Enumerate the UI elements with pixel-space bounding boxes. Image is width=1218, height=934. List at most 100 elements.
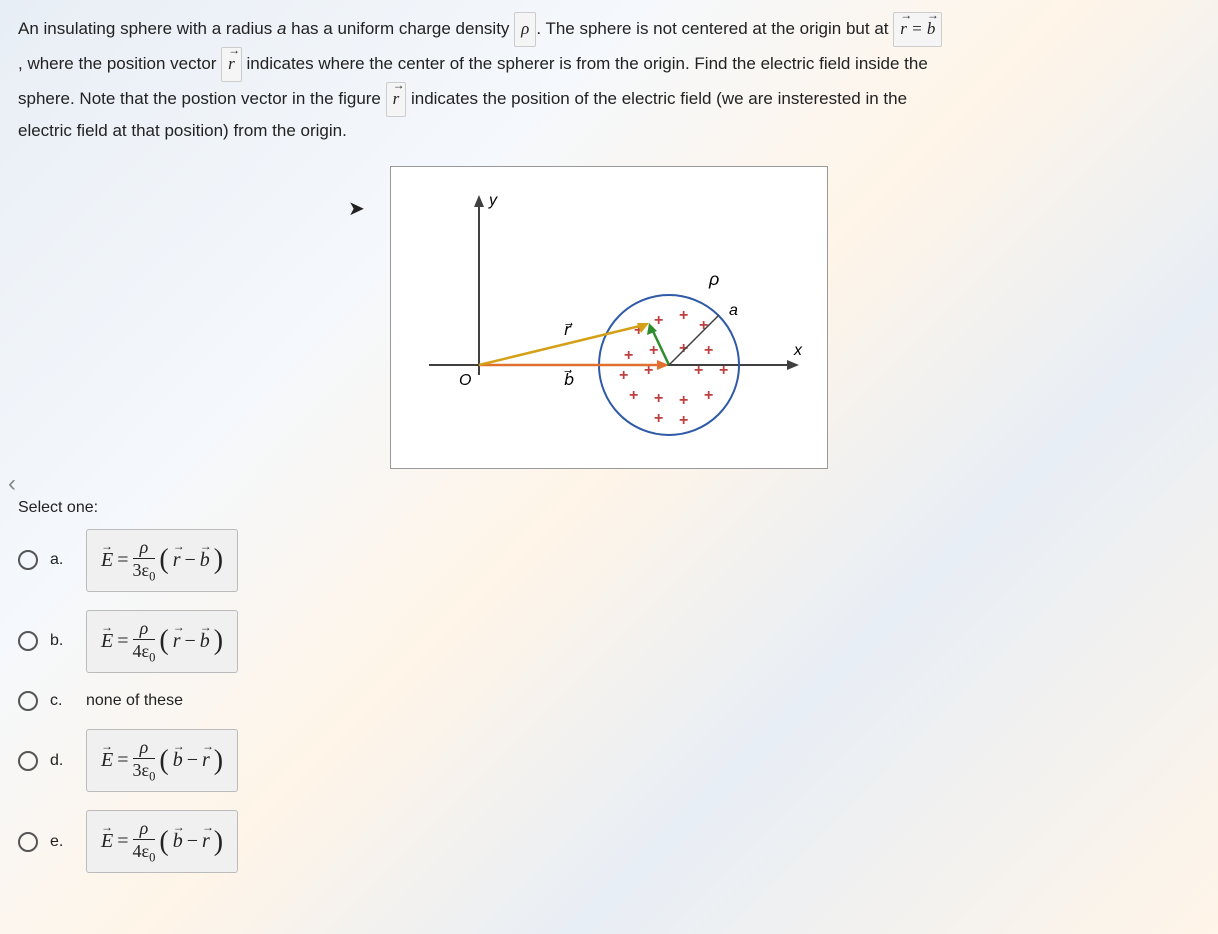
minus: −: [184, 549, 195, 572]
option-d[interactable]: d. E = ρ 3ε0 ( b − r ): [18, 729, 1200, 792]
radius-symbol: a: [277, 19, 286, 38]
charge-plusses: ++++ ++++ ++++ ++++ ++: [619, 307, 728, 429]
svg-text:+: +: [624, 347, 633, 364]
rho-box: ρ: [514, 12, 536, 47]
den: 4ε: [133, 841, 150, 861]
radio-b[interactable]: [18, 631, 38, 651]
page-content: An insulating sphere with a radius a has…: [0, 0, 1218, 903]
v1: r: [173, 549, 181, 572]
den: 4ε: [133, 641, 150, 661]
a-label: a: [729, 302, 738, 319]
option-e-label: e.: [50, 833, 74, 851]
figure: y x O ++++ ++++ ++++ ++++ ++ b⃗: [390, 166, 828, 469]
sub: 0: [149, 770, 155, 784]
rho: ρ: [140, 537, 149, 557]
y-arrow: [474, 195, 484, 207]
figure-svg: y x O ++++ ++++ ++++ ++++ ++ b⃗: [399, 175, 819, 455]
v1: b: [173, 830, 183, 853]
E-vec: E: [101, 830, 113, 853]
rho-label: ρ: [708, 269, 719, 289]
lparen: (: [159, 826, 168, 858]
sub: 0: [149, 851, 155, 865]
fraction: ρ 4ε0: [133, 819, 156, 864]
text: indicates the position of the electric f…: [406, 89, 907, 108]
radio-c[interactable]: [18, 691, 38, 711]
svg-text:+: +: [654, 390, 663, 407]
option-e[interactable]: e. E = ρ 4ε0 ( b − r ): [18, 810, 1200, 873]
rho: ρ: [140, 737, 149, 757]
options-section: Select one: a. E = ρ 3ε0 ( r − b ) b.: [18, 499, 1200, 874]
r-box: r: [221, 47, 242, 82]
option-d-equation: E = ρ 3ε0 ( b − r ): [86, 729, 238, 792]
rparen: ): [214, 745, 223, 777]
option-a-label: a.: [50, 551, 74, 569]
v2: b: [200, 549, 210, 572]
option-c-label: c.: [50, 692, 74, 710]
lparen: (: [159, 745, 168, 777]
svg-text:+: +: [679, 392, 688, 409]
svg-text:+: +: [629, 387, 638, 404]
svg-text:+: +: [694, 362, 703, 379]
svg-text:+: +: [679, 412, 688, 429]
fraction: ρ 4ε0: [133, 619, 156, 664]
problem-statement: An insulating sphere with a radius a has…: [18, 12, 1200, 146]
rho: ρ: [140, 818, 149, 838]
den: 3ε: [133, 560, 150, 580]
r-vec: r: [393, 85, 400, 114]
option-e-equation: E = ρ 4ε0 ( b − r ): [86, 810, 238, 873]
svg-text:+: +: [719, 362, 728, 379]
lparen: (: [159, 625, 168, 657]
radio-e[interactable]: [18, 832, 38, 852]
rparen: ): [214, 544, 223, 576]
r-box-2: r: [386, 82, 407, 117]
svg-text:+: +: [654, 312, 663, 329]
r-vec: r: [900, 15, 907, 44]
eq: =: [117, 830, 128, 853]
svg-text:+: +: [654, 410, 663, 427]
text: . The sphere is not centered at the orig…: [536, 19, 893, 38]
rho: ρ: [140, 618, 149, 638]
svg-text:+: +: [704, 387, 713, 404]
eq: =: [117, 549, 128, 572]
r-eq-b-box: r = b: [893, 12, 942, 47]
option-c-text: none of these: [86, 692, 183, 710]
option-b[interactable]: b. E = ρ 4ε0 ( r − b ): [18, 610, 1200, 673]
v2: r: [202, 830, 210, 853]
radio-a[interactable]: [18, 550, 38, 570]
b-vec: b: [927, 15, 936, 44]
option-b-equation: E = ρ 4ε0 ( r − b ): [86, 610, 238, 673]
E-vec: E: [101, 549, 113, 572]
option-b-label: b.: [50, 632, 74, 650]
text: indicates where the center of the sphere…: [242, 54, 928, 73]
option-a[interactable]: a. E = ρ 3ε0 ( r − b ): [18, 529, 1200, 592]
option-c[interactable]: c. none of these: [18, 691, 1200, 711]
text: has a uniform charge density: [286, 19, 514, 38]
text: sphere. Note that the postion vector in …: [18, 89, 386, 108]
v1: r: [173, 630, 181, 653]
origin-label: O: [459, 372, 471, 389]
text: , where the position vector: [18, 54, 221, 73]
sub: 0: [149, 569, 155, 583]
svg-text:+: +: [679, 307, 688, 324]
text: An insulating sphere with a radius: [18, 19, 277, 38]
option-a-equation: E = ρ 3ε0 ( r − b ): [86, 529, 238, 592]
eq: =: [117, 749, 128, 772]
radio-d[interactable]: [18, 751, 38, 771]
minus: −: [184, 630, 195, 653]
rparen: ): [214, 826, 223, 858]
v2: b: [200, 630, 210, 653]
v2: r: [202, 749, 210, 772]
fraction: ρ 3ε0: [133, 738, 156, 783]
option-d-label: d.: [50, 752, 74, 770]
r-label: r⃗: [564, 322, 573, 339]
select-one-label: Select one:: [18, 499, 1200, 517]
sub: 0: [149, 650, 155, 664]
svg-text:+: +: [649, 342, 658, 359]
lparen: (: [159, 544, 168, 576]
r-vec: r: [228, 50, 235, 79]
rparen: ): [214, 625, 223, 657]
minus: −: [187, 749, 198, 772]
cursor-icon: ➤: [348, 196, 365, 221]
v1: b: [173, 749, 183, 772]
b-label: b⃗: [564, 369, 574, 389]
